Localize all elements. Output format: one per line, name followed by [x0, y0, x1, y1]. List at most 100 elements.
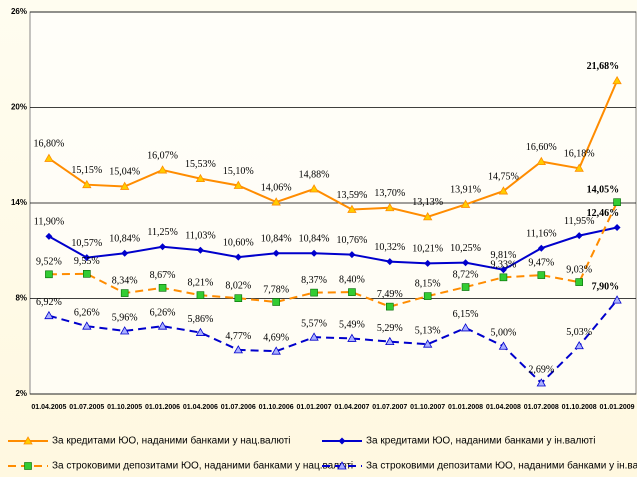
- data-label: 11,95%: [564, 216, 594, 227]
- data-label: 10,84%: [261, 234, 292, 245]
- point: [385, 336, 395, 346]
- point: [461, 283, 470, 291]
- data-label: 8,37%: [301, 275, 327, 286]
- data-label: 13,13%: [412, 197, 443, 208]
- legend-label: За кредитами ЮО, наданими банками у ін.в…: [366, 435, 595, 447]
- data-label: 7,49%: [377, 289, 403, 300]
- data-label: 5,29%: [377, 323, 403, 334]
- data-label: 5,13%: [415, 325, 441, 336]
- data-label: 11,90%: [34, 217, 64, 228]
- point: [537, 271, 546, 279]
- point: [536, 378, 547, 387]
- data-label: 6,26%: [150, 307, 176, 318]
- x-tick-label: 01.01.2006: [145, 404, 180, 411]
- point: [537, 244, 545, 252]
- data-label: 9,33%: [491, 260, 517, 271]
- point: [424, 259, 432, 267]
- point: [234, 253, 242, 261]
- x-tick-label: 01.07.2006: [221, 404, 256, 411]
- data-label: 10,60%: [223, 237, 254, 248]
- y-tick-label: 20%: [11, 103, 27, 112]
- point: [120, 289, 129, 297]
- point: [119, 181, 130, 190]
- series-line: [48, 299, 618, 385]
- data-label: 10,57%: [71, 238, 102, 249]
- data-label: 10,76%: [337, 235, 368, 246]
- point: [613, 198, 621, 207]
- point: [575, 232, 583, 240]
- data-label: 12,46%: [587, 208, 620, 219]
- point: [157, 321, 168, 330]
- data-label: 4,69%: [263, 332, 289, 343]
- x-tick-label: 01.07.2008: [524, 404, 559, 411]
- point: [121, 249, 129, 257]
- point: [574, 340, 584, 350]
- data-label: 8,40%: [339, 274, 365, 285]
- data-label: 8,21%: [188, 277, 214, 288]
- x-tick-label: 01.01.2007: [297, 404, 332, 411]
- data-label: 10,32%: [374, 242, 405, 253]
- point: [44, 310, 54, 320]
- point: [460, 323, 471, 332]
- point: [271, 197, 281, 206]
- point: [159, 243, 167, 251]
- point: [385, 202, 395, 212]
- point: [195, 327, 206, 336]
- data-label: 16,18%: [564, 149, 595, 160]
- data-label: 16,80%: [34, 139, 65, 150]
- data-label: 13,91%: [450, 185, 481, 196]
- point: [574, 163, 584, 172]
- point: [233, 180, 244, 189]
- legend-label: За кредитами ЮО, наданими банками у нац.…: [52, 435, 291, 447]
- point: [157, 165, 168, 174]
- x-tick-label: 01.04.2008: [486, 404, 521, 411]
- y-tick-label: 8%: [15, 294, 27, 303]
- x-tick-label: 01.07.2005: [69, 404, 104, 411]
- point: [613, 224, 621, 232]
- data-label: 9,03%: [566, 264, 592, 275]
- point: [310, 288, 318, 297]
- data-label: 16,07%: [147, 150, 178, 161]
- point: [499, 266, 507, 274]
- data-label: 7,90%: [592, 281, 620, 292]
- x-tick-label: 01.10.2008: [562, 404, 597, 411]
- legend-label: За строковими депозитами ЮО, наданими ба…: [366, 460, 637, 472]
- data-label: 8,02%: [225, 280, 251, 291]
- data-label: 8,72%: [453, 269, 479, 280]
- point: [310, 249, 318, 257]
- data-label: 14,75%: [488, 171, 519, 182]
- data-label: 8,67%: [150, 270, 176, 281]
- point: [272, 298, 280, 306]
- y-tick-label: 26%: [11, 7, 27, 16]
- point: [423, 292, 432, 300]
- point: [348, 251, 356, 259]
- point: [83, 270, 91, 278]
- data-label: 5,03%: [566, 327, 592, 338]
- data-label: 4,77%: [225, 331, 251, 342]
- data-label: 10,84%: [299, 234, 330, 245]
- x-tick-label: 01.07.2007: [372, 404, 407, 411]
- data-label: 15,53%: [185, 159, 216, 170]
- legend-marker: [24, 462, 32, 470]
- legend-marker: [23, 436, 33, 445]
- x-tick-label: 01.01.2008: [448, 404, 483, 411]
- point: [612, 75, 622, 85]
- legend-marker: [337, 461, 347, 470]
- data-label: 21,68%: [587, 61, 620, 72]
- point: [498, 186, 509, 195]
- data-label: 15,10%: [223, 166, 254, 177]
- data-label: 11,03%: [185, 231, 215, 242]
- point: [347, 333, 357, 342]
- point: [575, 278, 583, 286]
- point: [196, 246, 204, 254]
- legend-label: За строковими депозитами ЮО, наданими ба…: [52, 460, 353, 472]
- data-label: 16,60%: [526, 142, 557, 153]
- legend-marker: [338, 437, 346, 445]
- point: [119, 326, 130, 335]
- point: [234, 294, 243, 302]
- point: [498, 341, 509, 350]
- point: [196, 291, 205, 299]
- point: [309, 332, 319, 341]
- y-tick-label: 2%: [15, 389, 27, 398]
